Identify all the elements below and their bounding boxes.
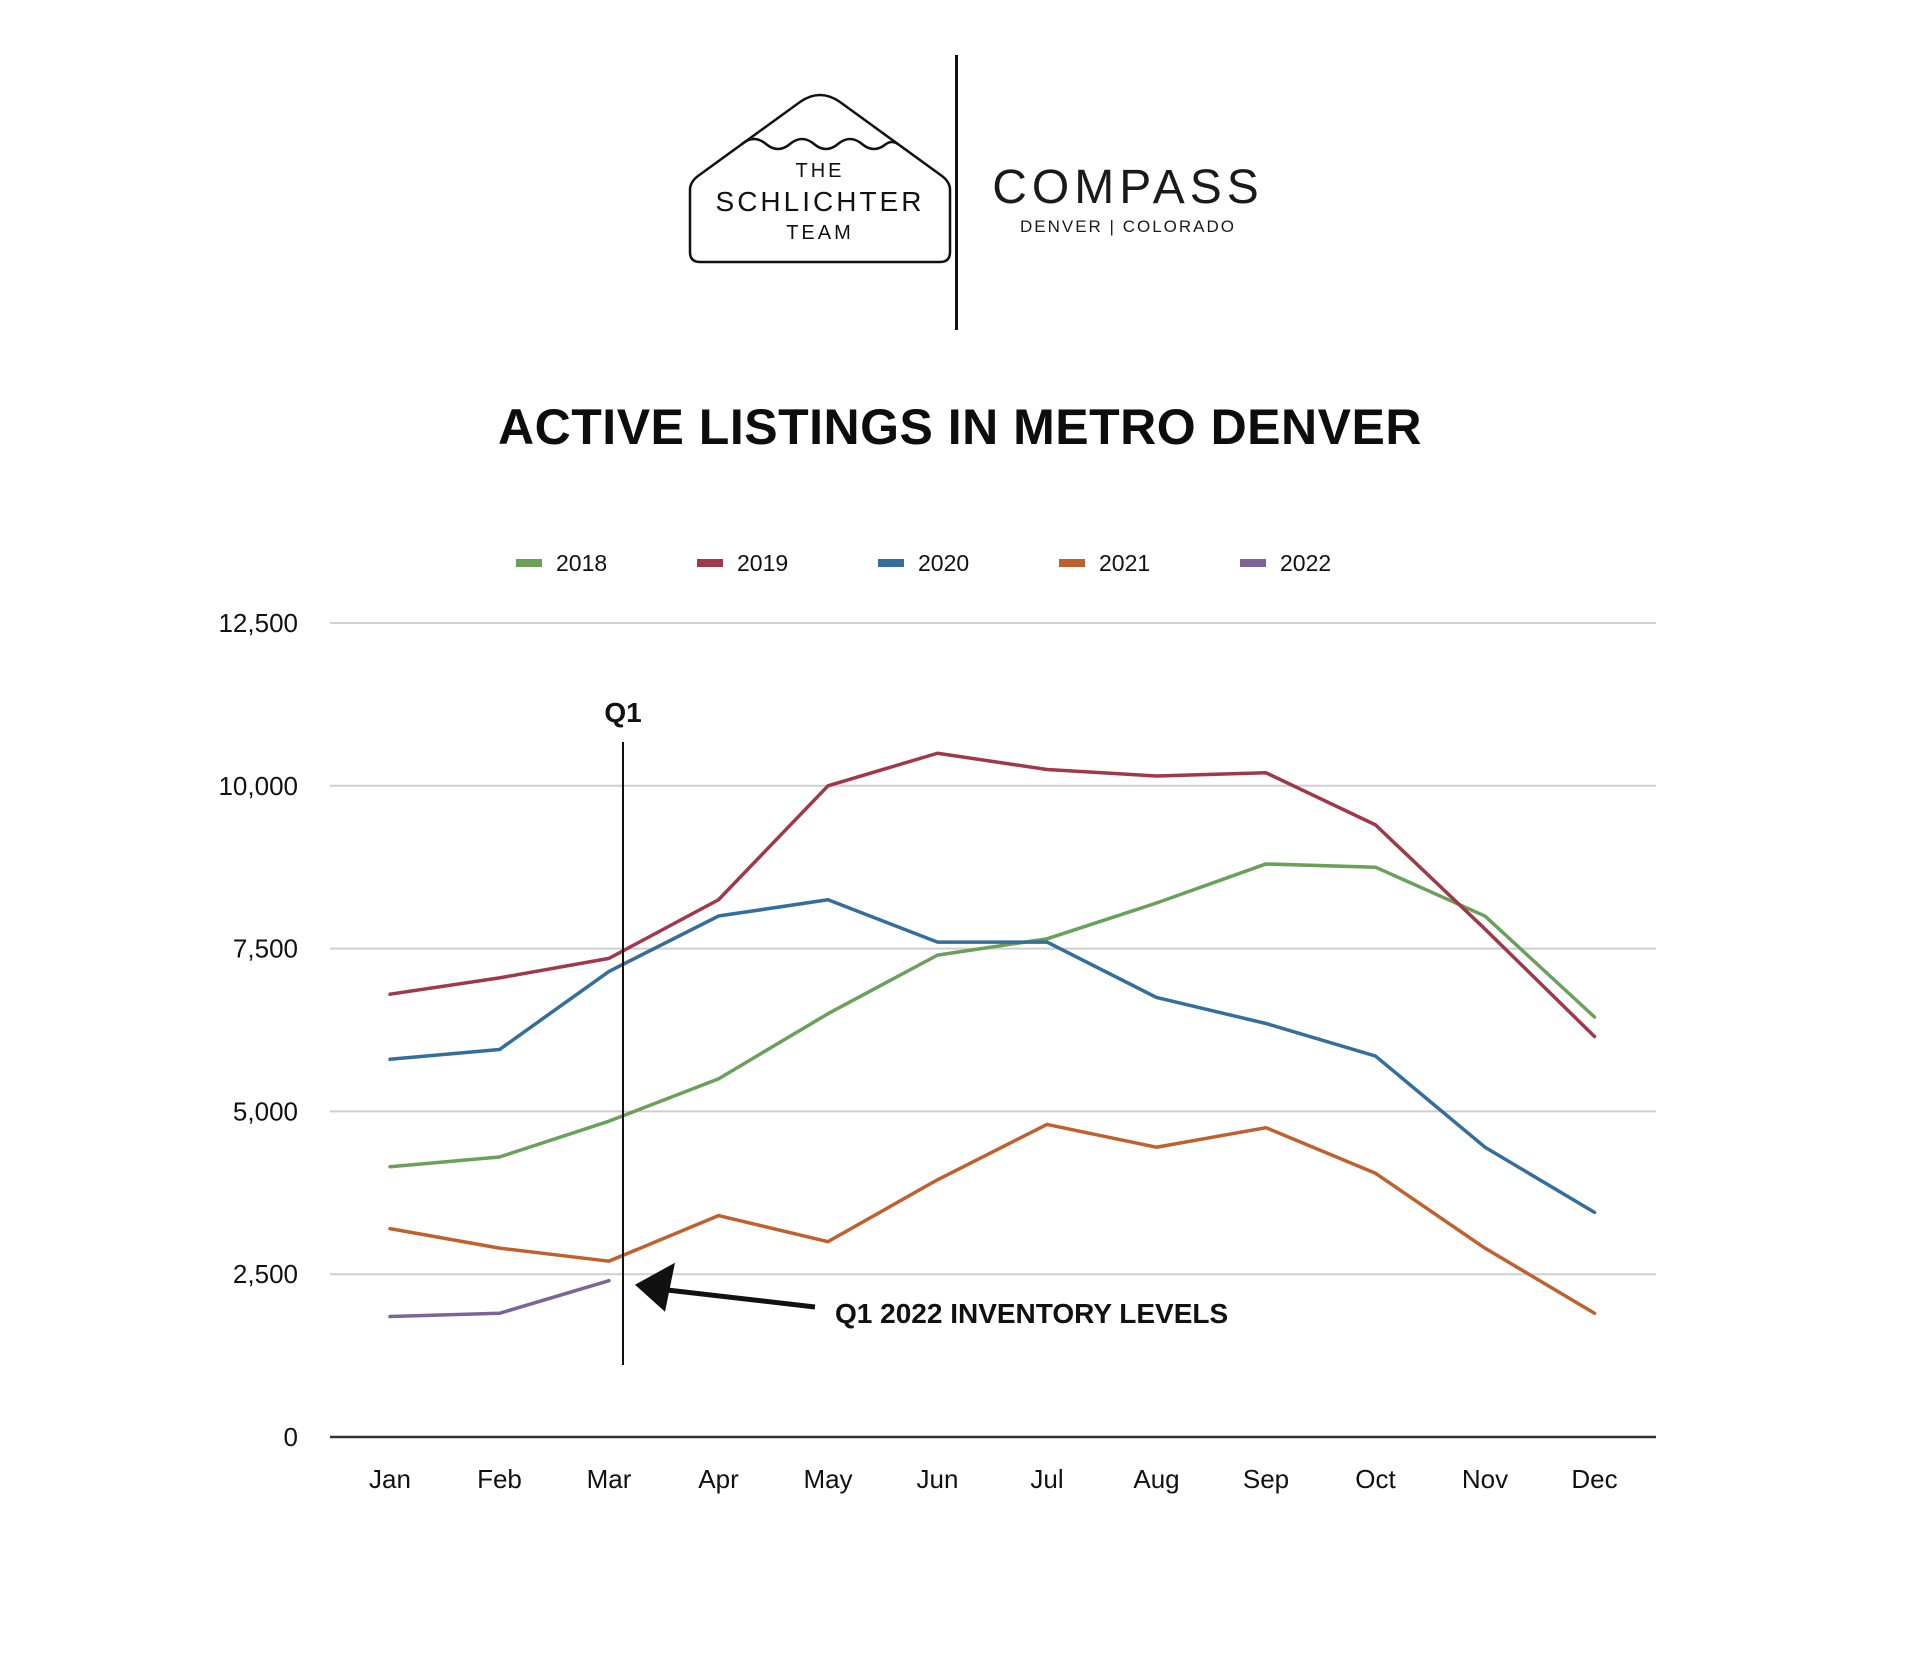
legend-item-2022: 2022 (1240, 548, 1331, 578)
q1-marker-label: Q1 (604, 697, 641, 728)
y-tick-label: 7,500 (233, 934, 298, 964)
chart-annotations: Q1 Q1 2022 INVENTORY LEVELS (604, 697, 1228, 1365)
team-logo-line2: SCHLICHTER (715, 186, 925, 217)
legend-swatch (878, 559, 904, 567)
chart-legend: 2018 2019 2020 2021 2022 (0, 548, 1920, 578)
x-tick-label: Jul (1030, 1464, 1063, 1494)
series-line-2022 (388, 1278, 611, 1319)
x-tick-label: Apr (698, 1464, 739, 1494)
x-tick-label: Feb (477, 1464, 522, 1494)
legend-item-2018: 2018 (516, 548, 607, 578)
y-tick-label: 12,500 (218, 608, 298, 638)
x-tick-label: Aug (1133, 1464, 1179, 1494)
compass-logo-subtitle: DENVER | COLORADO (1019, 217, 1236, 236)
legend-swatch (1059, 559, 1085, 567)
x-tick-label: Oct (1355, 1464, 1396, 1494)
x-tick-label: Dec (1571, 1464, 1617, 1494)
y-tick-label: 0 (284, 1422, 298, 1452)
x-tick-label: Mar (587, 1464, 632, 1494)
x-tick-label: Nov (1462, 1464, 1508, 1494)
team-logo-line3: TEAM (786, 222, 854, 244)
annotation-label: Q1 2022 INVENTORY LEVELS (835, 1298, 1228, 1329)
legend-label: 2020 (918, 549, 970, 576)
legend-label: 2018 (556, 549, 608, 576)
legend-swatch (516, 559, 542, 567)
annotation-arrow-shaft (664, 1287, 816, 1310)
y-tick-label: 2,500 (233, 1259, 298, 1289)
y-tick-label: 5,000 (233, 1096, 298, 1126)
x-tick-label: Jun (917, 1464, 959, 1494)
x-tick-label: May (803, 1464, 852, 1494)
series-line-2021 (388, 1122, 1597, 1316)
legend-label: 2019 (737, 549, 789, 576)
x-tick-label: Jan (369, 1464, 411, 1494)
legend-label: 2021 (1099, 549, 1151, 576)
team-logo-line1: THE (795, 160, 845, 182)
y-tick-label: 10,000 (218, 771, 298, 801)
series-line-2019 (388, 751, 1597, 1039)
schlichter-team-logo (688, 93, 952, 264)
arrow-head-icon (635, 1262, 675, 1312)
compass-logo-name: COMPASS (992, 161, 1264, 214)
series-lines (388, 751, 1597, 1319)
legend-item-2020: 2020 (878, 548, 969, 578)
chart-title: ACTIVE LISTINGS IN METRO DENVER (498, 399, 1422, 455)
x-tick-label: Sep (1243, 1464, 1289, 1494)
header: THE SCHLICHTER TEAM COMPASS DENVER | COL… (0, 0, 1920, 340)
logo-divider (955, 55, 958, 330)
house-outline-icon (688, 93, 952, 264)
mountain-snow-icon (741, 137, 899, 151)
y-axis-ticks: 0 2,500 5,000 7,500 10,000 12,500 (218, 608, 298, 1452)
series-line-2018 (388, 862, 1597, 1169)
legend-item-2019: 2019 (697, 548, 788, 578)
series-line-2020 (388, 898, 1597, 1215)
legend-label: 2022 (1280, 549, 1332, 576)
legend-swatch (697, 559, 723, 567)
x-axis-ticks: Jan Feb Mar Apr May Jun Jul Aug Sep Oct Nov Dec (369, 1464, 1618, 1494)
legend-swatch (1240, 559, 1266, 567)
legend-item-2021: 2021 (1059, 548, 1150, 578)
